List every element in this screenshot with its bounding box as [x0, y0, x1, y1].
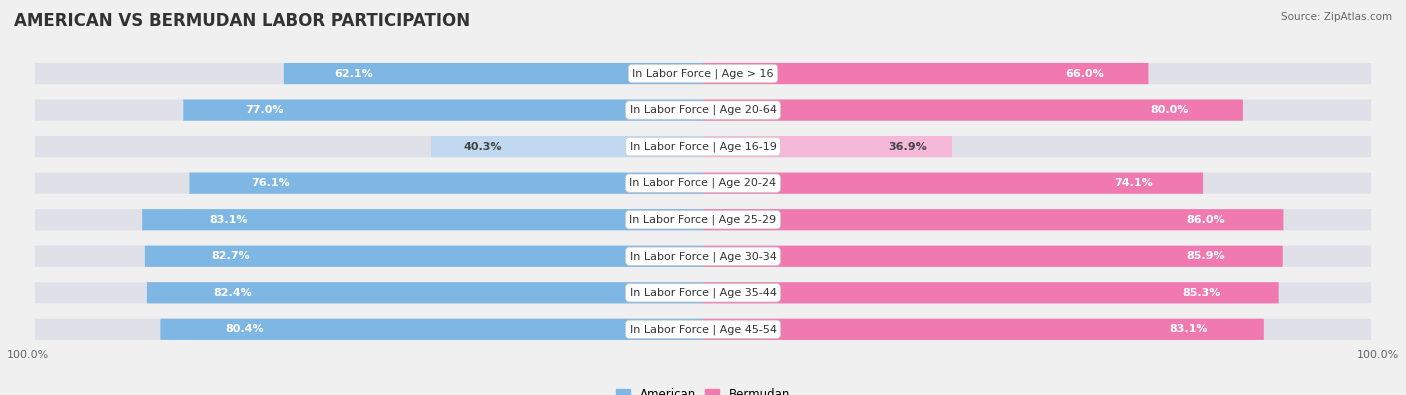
Text: In Labor Force | Age 20-24: In Labor Force | Age 20-24 — [630, 178, 776, 188]
FancyBboxPatch shape — [35, 282, 1371, 303]
FancyBboxPatch shape — [35, 136, 1371, 157]
Text: In Labor Force | Age 45-54: In Labor Force | Age 45-54 — [630, 324, 776, 335]
Text: 85.3%: 85.3% — [1182, 288, 1220, 298]
Text: 76.1%: 76.1% — [252, 178, 290, 188]
FancyBboxPatch shape — [703, 282, 1278, 303]
FancyBboxPatch shape — [703, 319, 1264, 340]
Text: 82.7%: 82.7% — [212, 251, 250, 261]
Text: 74.1%: 74.1% — [1115, 178, 1153, 188]
FancyBboxPatch shape — [35, 246, 1371, 267]
FancyBboxPatch shape — [703, 100, 1243, 121]
FancyBboxPatch shape — [703, 136, 952, 157]
FancyBboxPatch shape — [703, 209, 1284, 230]
Text: 77.0%: 77.0% — [246, 105, 284, 115]
Text: In Labor Force | Age 35-44: In Labor Force | Age 35-44 — [630, 288, 776, 298]
FancyBboxPatch shape — [35, 209, 1371, 230]
Text: 85.9%: 85.9% — [1187, 251, 1225, 261]
Legend: American, Bermudan: American, Bermudan — [612, 384, 794, 395]
Text: In Labor Force | Age > 16: In Labor Force | Age > 16 — [633, 68, 773, 79]
Text: 86.0%: 86.0% — [1187, 215, 1226, 225]
Text: 83.1%: 83.1% — [209, 215, 247, 225]
FancyBboxPatch shape — [703, 246, 1282, 267]
Text: 83.1%: 83.1% — [1170, 324, 1208, 334]
FancyBboxPatch shape — [35, 100, 1371, 121]
Text: 80.4%: 80.4% — [225, 324, 264, 334]
FancyBboxPatch shape — [146, 282, 703, 303]
FancyBboxPatch shape — [35, 173, 1371, 194]
Text: 36.9%: 36.9% — [889, 142, 927, 152]
FancyBboxPatch shape — [432, 136, 703, 157]
FancyBboxPatch shape — [142, 209, 703, 230]
Text: 82.4%: 82.4% — [214, 288, 253, 298]
FancyBboxPatch shape — [35, 319, 1371, 340]
Text: In Labor Force | Age 25-29: In Labor Force | Age 25-29 — [630, 214, 776, 225]
Text: In Labor Force | Age 30-34: In Labor Force | Age 30-34 — [630, 251, 776, 261]
Text: Source: ZipAtlas.com: Source: ZipAtlas.com — [1281, 12, 1392, 22]
Text: AMERICAN VS BERMUDAN LABOR PARTICIPATION: AMERICAN VS BERMUDAN LABOR PARTICIPATION — [14, 12, 470, 30]
FancyBboxPatch shape — [145, 246, 703, 267]
FancyBboxPatch shape — [284, 63, 703, 84]
FancyBboxPatch shape — [190, 173, 703, 194]
FancyBboxPatch shape — [703, 63, 1149, 84]
Text: 80.0%: 80.0% — [1150, 105, 1189, 115]
FancyBboxPatch shape — [35, 63, 1371, 84]
FancyBboxPatch shape — [183, 100, 703, 121]
Text: 40.3%: 40.3% — [464, 142, 502, 152]
Text: 62.1%: 62.1% — [335, 69, 373, 79]
Text: In Labor Force | Age 16-19: In Labor Force | Age 16-19 — [630, 141, 776, 152]
Text: In Labor Force | Age 20-64: In Labor Force | Age 20-64 — [630, 105, 776, 115]
FancyBboxPatch shape — [160, 319, 703, 340]
Text: 66.0%: 66.0% — [1066, 69, 1104, 79]
FancyBboxPatch shape — [703, 173, 1204, 194]
